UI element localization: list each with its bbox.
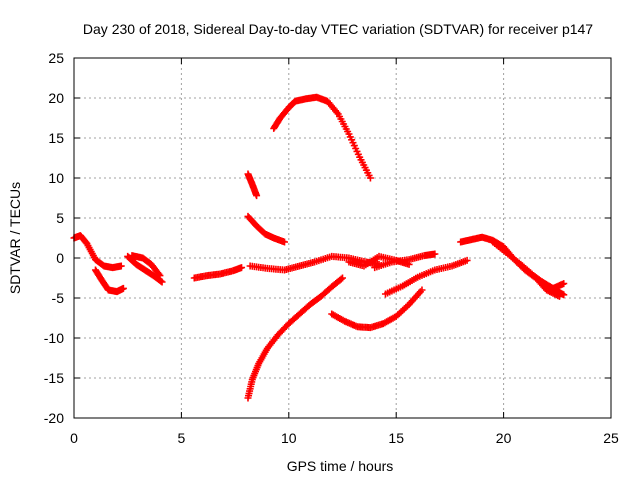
series-arc-3 — [124, 252, 166, 286]
y-tick-label: -15 — [44, 370, 64, 386]
data-point-marker — [560, 291, 568, 299]
series-arc-5 — [190, 264, 246, 282]
data-point-marker — [418, 286, 426, 294]
y-tick-label: -20 — [44, 410, 64, 426]
series-arc-17 — [538, 278, 568, 292]
data-point-marker — [156, 272, 164, 280]
data-point-marker — [339, 274, 346, 282]
data-point-marker — [238, 264, 246, 272]
axis-ticks: 0 5 10 15 20 25 -20 -15 -10 -5 0 5 10 15 20 25 — [44, 50, 619, 446]
series-arc-14 — [381, 256, 471, 298]
data-point-marker — [463, 256, 471, 264]
x-tick-label: 20 — [496, 430, 512, 446]
series-arc-4 — [128, 252, 164, 280]
x-axis-label: GPS time / hours — [287, 458, 394, 474]
series-arc-11 — [328, 286, 426, 332]
y-tick-label: 10 — [48, 170, 64, 186]
data-point-marker — [158, 278, 166, 286]
data-point-marker — [560, 280, 568, 288]
x-tick-label: 15 — [388, 430, 404, 446]
plot-frame — [73, 57, 612, 419]
series-arc-6 — [244, 170, 261, 200]
data-point-marker — [117, 262, 125, 270]
y-tick-label: 25 — [48, 50, 64, 66]
grid — [74, 58, 611, 418]
series-arc-2 — [91, 266, 127, 296]
series-arc-9 — [270, 93, 374, 182]
data-point-marker — [281, 238, 289, 246]
series-arc-8 — [246, 252, 383, 274]
y-axis-label: SDTVAR / TECUs — [7, 182, 23, 294]
x-tick-label: 5 — [178, 430, 186, 446]
data-point-marker — [366, 174, 374, 182]
data-point-marker — [253, 192, 261, 200]
x-tick-label: 0 — [70, 430, 78, 446]
y-tick-label: 0 — [56, 250, 64, 266]
x-tick-label: 25 — [603, 430, 619, 446]
data-point-marker — [119, 284, 127, 292]
series-arc-13 — [345, 252, 413, 270]
y-tick-label: -10 — [44, 330, 64, 346]
data-point-marker — [337, 275, 345, 283]
y-tick-label: 20 — [48, 90, 64, 106]
data-marks — [70, 93, 568, 402]
y-tick-label: -5 — [52, 290, 65, 306]
y-tick-label: 15 — [48, 130, 64, 146]
data-point-marker — [155, 270, 163, 278]
data-point-marker — [405, 260, 413, 268]
series-arc-10 — [244, 274, 346, 402]
data-point-marker — [431, 250, 439, 258]
x-tick-label: 10 — [281, 430, 297, 446]
series-arc-7 — [244, 212, 289, 246]
chart-title: Day 230 of 2018, Sidereal Day-to-day VTE… — [83, 21, 593, 37]
y-tick-label: 5 — [56, 210, 64, 226]
